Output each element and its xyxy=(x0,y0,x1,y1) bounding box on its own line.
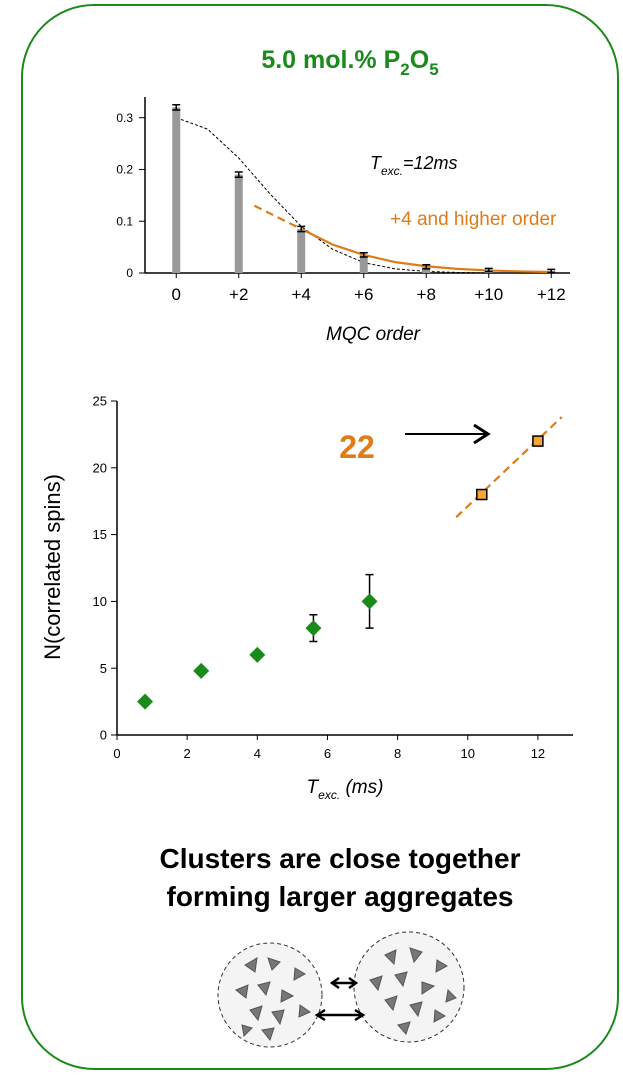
bar xyxy=(359,254,368,273)
point xyxy=(532,435,544,447)
fit-line xyxy=(455,416,563,519)
x-tick-label: +10 xyxy=(474,285,503,304)
title-text: 5.0 mol.% P xyxy=(261,46,400,74)
annotation: Texc.=12ms xyxy=(370,153,458,178)
point xyxy=(305,620,322,637)
point xyxy=(476,488,488,501)
annotation-sub: exc. xyxy=(381,164,403,178)
caption-line: forming larger aggregates xyxy=(167,881,514,912)
x-tick-label: +2 xyxy=(229,285,248,304)
error-bar xyxy=(359,252,368,258)
y-tick-label: 0 xyxy=(126,266,133,280)
x-tick-label: 8 xyxy=(394,746,401,761)
title: 5.0 mol.% P2O5 xyxy=(261,46,438,79)
x-tick-label: +4 xyxy=(292,285,311,304)
title-text: O xyxy=(410,46,429,74)
bar xyxy=(172,107,181,274)
y-tick-label: 0 xyxy=(100,728,107,743)
x-tick-label: 12 xyxy=(531,746,545,761)
bar xyxy=(422,266,431,273)
error-bar xyxy=(547,268,556,274)
x-tick-label: +8 xyxy=(417,285,436,304)
bar xyxy=(234,174,243,273)
x-tick-label: 10 xyxy=(461,746,475,761)
y-tick-label: 10 xyxy=(93,594,107,609)
x-axis-label: Texc. (ms) xyxy=(307,777,384,802)
error-bar xyxy=(234,171,243,178)
point xyxy=(193,662,210,679)
annotation: +4 and higher order xyxy=(390,209,557,230)
title-sub: 5 xyxy=(429,60,438,79)
y-tick-label: 20 xyxy=(93,460,107,475)
error-bar xyxy=(297,225,306,233)
x-tick-label: 0 xyxy=(172,285,181,304)
y-tick-label: 0.3 xyxy=(116,111,133,125)
x-label-text: (ms) xyxy=(340,777,383,798)
arrow xyxy=(405,423,491,445)
x-axis-label: MQC order xyxy=(326,324,421,345)
x-label-text: T xyxy=(307,777,320,798)
y-tick-label: 0.2 xyxy=(116,163,133,177)
fit-line xyxy=(253,204,302,230)
point xyxy=(249,646,266,663)
annotation-text: =12ms xyxy=(403,153,458,173)
x-tick-label: 6 xyxy=(324,746,331,761)
x-tick-label: 0 xyxy=(113,746,120,761)
error-bar xyxy=(484,267,493,273)
caption-line: Clusters are close together xyxy=(159,843,520,874)
bar xyxy=(297,229,306,273)
y-tick-label: 0.1 xyxy=(116,214,133,228)
point xyxy=(361,593,378,610)
annotation: 22 xyxy=(339,429,375,465)
y-tick-label: 5 xyxy=(100,661,107,676)
y-tick-label: 15 xyxy=(93,527,107,542)
point xyxy=(137,693,154,710)
x-tick-label: +12 xyxy=(537,285,566,304)
illustration xyxy=(217,931,465,1048)
frame xyxy=(21,4,619,1070)
y-axis-label: N(correlated spins) xyxy=(40,474,65,660)
x-tick-label: 4 xyxy=(254,746,261,761)
x-tick-label: 2 xyxy=(184,746,191,761)
error-bar xyxy=(422,263,431,270)
x-tick-label: +6 xyxy=(354,285,373,304)
error-bar xyxy=(172,104,181,111)
title-sub: 2 xyxy=(400,60,409,79)
y-tick-label: 25 xyxy=(93,394,107,409)
x-label-sub: exc. xyxy=(318,788,340,802)
annotation-text: T xyxy=(370,153,383,173)
